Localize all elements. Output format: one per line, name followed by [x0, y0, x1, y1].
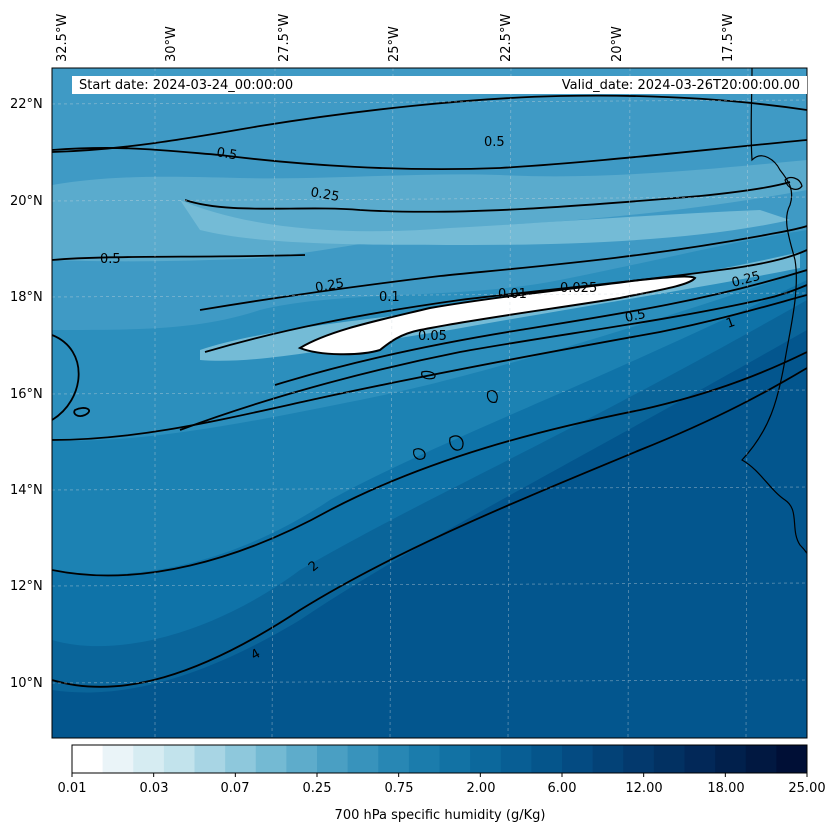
contour-line	[199, 225, 807, 311]
contour-line	[274, 269, 807, 386]
contour-line	[204, 249, 807, 353]
cape-verde-island	[449, 435, 464, 451]
valid-date-label: Valid_date: 2024-03-26T20:00:00.00	[561, 78, 800, 93]
colorbar-swatch	[623, 745, 655, 773]
colorbar-swatch	[194, 745, 226, 773]
contour-label-group: 0.5 0.5 0.25 0.5 0.25 0.1 0.01 0.025 0.0…	[100, 135, 762, 663]
contour-line	[52, 294, 807, 441]
colorbar-swatch	[745, 745, 777, 773]
colorbar-swatch	[439, 745, 471, 773]
colorbar-swatch	[378, 745, 410, 773]
colorbar-tick: 0.75	[384, 781, 414, 796]
lat-label: 22°N	[10, 97, 43, 112]
colorbar-tick: 6.00	[547, 781, 577, 796]
contour-line	[184, 181, 791, 213]
lon-label: 20°W	[610, 26, 625, 62]
colorbar-swatch	[163, 745, 195, 773]
coastline	[413, 68, 807, 555]
lat-label: 12°N	[10, 579, 43, 594]
contour-line	[52, 351, 807, 577]
lat-label: 18°N	[10, 290, 43, 305]
lon-label: 17.5°W	[721, 13, 736, 62]
contour-line	[52, 334, 80, 421]
contour-label: 0.025	[560, 281, 597, 296]
cape-verde-island	[413, 448, 426, 460]
colorbar-swatch	[225, 745, 257, 773]
colorbar-tick: 18.00	[707, 781, 745, 796]
colorbar-swatch	[317, 745, 349, 773]
canary-island	[784, 176, 803, 190]
map-frame	[51, 67, 808, 739]
lon-label: 32.5°W	[55, 13, 70, 62]
lon-label: 25°W	[387, 26, 402, 62]
info-box	[72, 76, 807, 94]
colorbar-swatch	[653, 745, 685, 773]
colorbar-swatch	[408, 745, 440, 773]
contour-label: 0.01	[498, 287, 527, 302]
colorbar-swatch	[72, 745, 104, 773]
dry-core-region	[297, 275, 697, 356]
contour-label: 0.5	[215, 145, 238, 163]
colorbar-swatch	[776, 745, 808, 773]
map-area	[52, 68, 807, 738]
cape-verde-island	[486, 390, 498, 403]
contour-label: 0.5	[100, 252, 121, 267]
contour-label: 0.25	[314, 276, 345, 296]
contour-line	[52, 94, 807, 153]
lat-label: 16°N	[10, 387, 43, 402]
graticule	[52, 68, 807, 738]
colorbar-tick: 0.07	[220, 781, 250, 796]
humidity-band-lighter	[180, 200, 790, 245]
africa-coast	[741, 68, 807, 555]
colorbar-frame	[71, 744, 808, 774]
contour-lines	[52, 94, 807, 688]
colorbar-swatch	[562, 745, 594, 773]
lat-label: 14°N	[10, 483, 43, 498]
contour-label: 0.05	[418, 329, 447, 344]
contour-label: 0.1	[379, 290, 400, 305]
colorbar-tick: 0.03	[139, 781, 169, 796]
colorbar-tick: 25.00	[788, 781, 826, 796]
colorbar-swatch	[684, 745, 716, 773]
contour-label: 0.5	[624, 307, 647, 326]
lon-label: 30°W	[164, 26, 179, 62]
contour-line	[179, 284, 807, 431]
lat-label: 20°N	[10, 194, 43, 209]
contour-line	[52, 367, 807, 688]
colorbar-swatch	[133, 745, 165, 773]
colorbar-swatch	[500, 745, 532, 773]
colorbar-tick: 0.25	[302, 781, 332, 796]
colorbar-swatch	[470, 745, 502, 773]
colorbar-tick: 2.00	[466, 781, 496, 796]
colorbar-swatch	[531, 745, 563, 773]
colorbar-tick: 0.01	[57, 781, 87, 796]
start-date-label: Start date: 2024-03-24_00:00:00	[79, 78, 294, 93]
lon-label: 27.5°W	[277, 13, 292, 62]
contour-label: 0.25	[309, 185, 340, 205]
colorbar-title: 700 hPa specific humidity (g/Kg)	[334, 808, 546, 823]
colorbar-swatch	[347, 745, 379, 773]
contour-line	[73, 407, 90, 417]
contour-line	[52, 139, 807, 171]
contour-line	[52, 254, 306, 261]
colorbar	[71, 744, 808, 777]
colorbar-swatch	[286, 745, 318, 773]
contour-label: 0.5	[484, 135, 505, 150]
colorbar-swatch	[592, 745, 624, 773]
lat-label: 10°N	[10, 676, 43, 691]
cape-verde-island	[421, 370, 436, 380]
contour-label: 0.25	[730, 269, 762, 291]
colorbar-swatch	[102, 745, 134, 773]
colorbar-swatch	[715, 745, 747, 773]
lon-label: 22.5°W	[499, 13, 514, 62]
colorbar-swatch	[255, 745, 287, 773]
colorbar-tick: 12.00	[625, 781, 663, 796]
